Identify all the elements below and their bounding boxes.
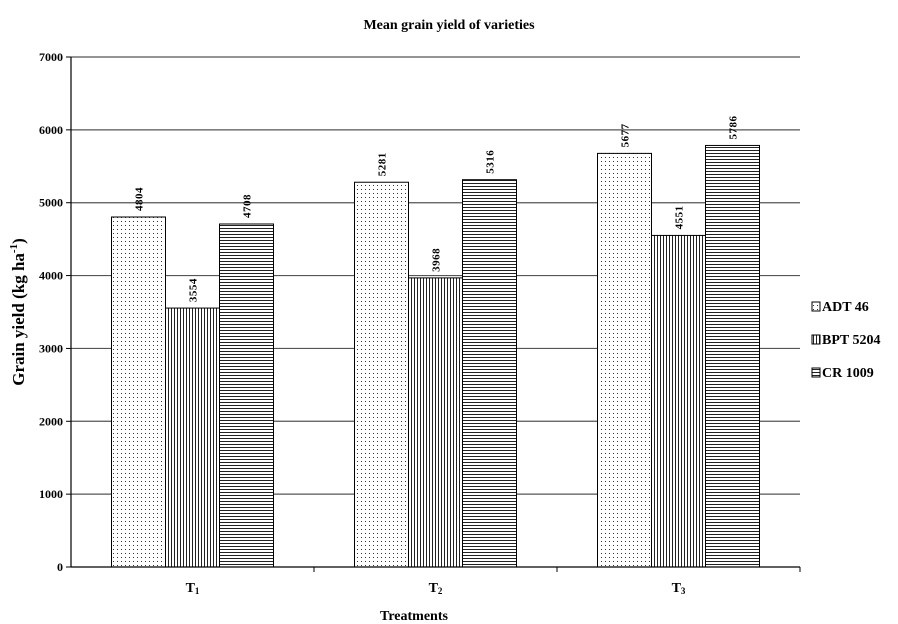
legend-swatch — [811, 334, 821, 345]
bar — [111, 216, 166, 568]
bar — [651, 234, 706, 568]
data-label: 3554 — [188, 278, 200, 302]
bar — [165, 307, 220, 568]
data-label: 4804 — [134, 187, 146, 211]
axes — [66, 56, 801, 572]
data-label: 5316 — [485, 150, 497, 174]
data-label: 5786 — [728, 115, 740, 139]
x-axis-label: Treatments — [380, 609, 448, 624]
legend: ADT 46 BPT 5204 CR 1009 — [811, 300, 880, 381]
y-tick-label: 4000 — [39, 269, 63, 283]
bar — [462, 179, 517, 568]
y-tick-label: 1000 — [39, 487, 63, 501]
y-axis-label: Grain yield (kg ha-1) — [8, 238, 28, 386]
data-labels: 4804 3554 4708 5281 3968 5316 5677 4551 5786 — [134, 115, 740, 302]
x-tick-labels: T1 T2 T3 — [186, 581, 686, 596]
chart-title: Mean grain yield of varieties — [363, 18, 535, 33]
legend-swatch — [811, 301, 821, 312]
data-label: 4708 — [242, 194, 254, 218]
data-label: 5281 — [377, 152, 389, 176]
data-label: 4551 — [674, 205, 686, 229]
y-tick-labels: 0 1000 2000 3000 4000 5000 6000 7000 — [39, 50, 63, 574]
data-label: 5677 — [620, 123, 632, 147]
legend-swatch — [811, 367, 821, 378]
y-tick-label: 5000 — [39, 196, 63, 210]
y-tick-label: 7000 — [39, 50, 63, 64]
x-tick-label: T3 — [672, 581, 686, 596]
bar — [408, 277, 463, 568]
y-tick-label: 6000 — [39, 123, 63, 137]
bar — [219, 223, 274, 568]
legend-label: BPT 5204 — [822, 333, 880, 348]
bars — [111, 144, 760, 568]
y-tick-label: 2000 — [39, 414, 63, 428]
legend-label: CR 1009 — [822, 366, 874, 381]
data-label: 3968 — [431, 248, 443, 272]
bar — [354, 181, 409, 568]
y-tick-label: 0 — [57, 560, 63, 574]
bar — [705, 144, 760, 568]
legend-label: ADT 46 — [822, 300, 869, 315]
y-tick-label: 3000 — [39, 341, 63, 355]
x-tick-label: T1 — [186, 581, 200, 596]
x-tick-label: T2 — [429, 581, 443, 596]
bar — [597, 152, 652, 568]
